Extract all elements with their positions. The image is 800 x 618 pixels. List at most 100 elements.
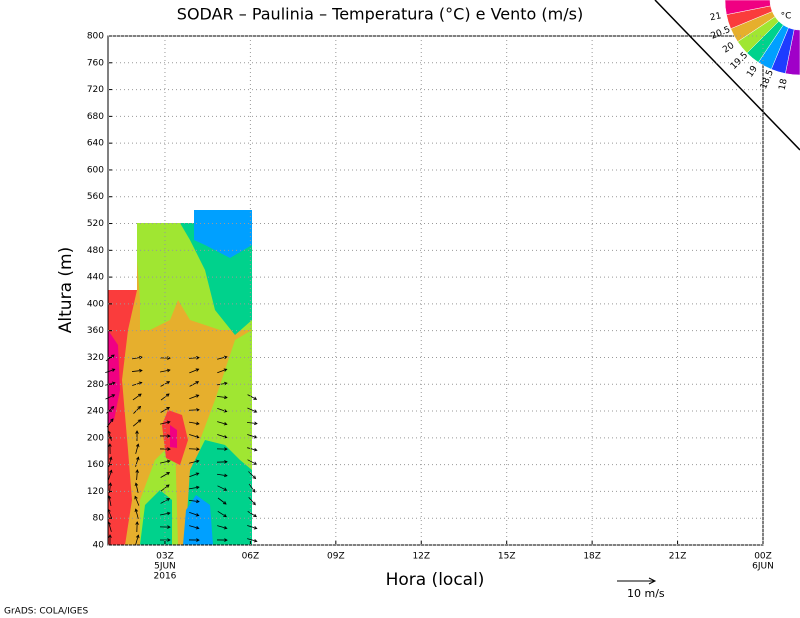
x-tick-label: 09Z (327, 552, 345, 562)
contour-band (140, 490, 172, 545)
wind-arrow-head (196, 408, 200, 412)
wind-arrow-head (111, 381, 116, 386)
wind-arrow (246, 421, 258, 425)
wind-arrow (134, 496, 140, 506)
wind-arrow-head (137, 405, 142, 410)
wind-scale-arrow (617, 577, 657, 585)
wind-arrow-head (223, 381, 228, 386)
wind-arrow-head (224, 447, 228, 451)
wind-arrow (160, 472, 170, 478)
wind-arrow (217, 368, 227, 374)
colorbar-label: 19 (745, 64, 760, 79)
wind-arrow (108, 457, 112, 467)
wind-arrow-head (253, 526, 258, 530)
wind-arrow-head (223, 409, 228, 413)
wind-arrow-head (166, 407, 171, 411)
wind-arrow-head (108, 482, 113, 486)
colorbar-unit: °C (781, 12, 792, 22)
wind-arrow-head (166, 472, 171, 476)
wind-arrow-head (253, 396, 258, 400)
wind-arrow-head (167, 447, 171, 451)
y-tick-label: 680 (87, 112, 104, 122)
x-tick-label: 06Z (242, 552, 260, 562)
y-tick-label: 760 (87, 58, 104, 68)
wind-arrow-head (135, 469, 139, 473)
wind-arrow-head (167, 525, 171, 529)
temperature-field (108, 210, 252, 545)
wind-arrow-head (224, 460, 228, 464)
credit: GrADS: COLA/IGES (4, 607, 88, 617)
wind-arrow (188, 409, 200, 411)
colorbar-segment (724, 0, 771, 15)
wind-arrow-head (108, 534, 112, 538)
wind-arrow (217, 510, 227, 518)
wind-arrow-head (252, 489, 256, 493)
y-tick-label: 40 (93, 541, 105, 551)
wind-arrow-head (109, 469, 113, 474)
wind-arrow (133, 406, 141, 414)
wind-arrow-head (166, 420, 171, 425)
wind-arrow-head (195, 381, 200, 385)
wind-arrow (189, 460, 199, 464)
wind-arrow (132, 393, 142, 401)
wind-arrow-head (195, 421, 200, 426)
y-tick-label: 160 (87, 460, 104, 470)
x-tick-label: 15Z (498, 552, 516, 562)
wind-arrow-head (254, 421, 258, 426)
wind-arrow-head (108, 443, 112, 447)
x-axis-label: Hora (local) (386, 570, 485, 590)
x-tick-label: 03Z (156, 552, 174, 562)
wind-arrow (108, 470, 112, 480)
wind-arrow (189, 394, 199, 400)
wind-arrow-head (110, 406, 115, 410)
wind-arrow (217, 382, 227, 386)
wind-arrow-head (135, 534, 140, 539)
wind-arrow-head (253, 513, 257, 518)
y-tick-label: 520 (87, 219, 104, 229)
wind-arrow (189, 486, 199, 490)
y-tick-label: 120 (87, 487, 104, 497)
wind-arrow (247, 394, 257, 400)
wind-arrow-head (134, 495, 138, 500)
x-date-label: 6JUN (752, 562, 774, 572)
wind-arrow (188, 499, 200, 503)
wind-arrow-head (167, 538, 171, 542)
wind-arrow-head (195, 526, 200, 530)
wind-arrow (160, 369, 170, 373)
wind-arrow-head (136, 456, 140, 461)
wind-arrow (135, 483, 139, 493)
wind-arrow (135, 509, 139, 519)
wind-arrow-head (253, 538, 258, 543)
wind-arrow-head (224, 395, 228, 400)
wind-arrow (135, 535, 139, 545)
wind-arrow (217, 356, 227, 360)
wind-arrow (247, 447, 257, 451)
wind-arrow-head (108, 456, 113, 461)
wind-arrow-head (166, 459, 171, 464)
y-tick-label: 800 (87, 32, 104, 42)
wind-arrow-head (135, 430, 139, 434)
wind-arrow (216, 473, 228, 477)
wind-arrow-head (111, 368, 116, 372)
wind-arrow (248, 471, 256, 479)
y-tick-label: 640 (87, 139, 104, 149)
contour-band (170, 425, 177, 448)
wind-arrow-head (195, 368, 200, 372)
wind-arrow-head (195, 513, 200, 517)
wind-arrow-head (222, 501, 227, 505)
y-tick-label: 480 (87, 246, 104, 256)
colorbar-label: 18 (778, 78, 790, 91)
wind-arrow-head (167, 434, 171, 438)
wind-arrow-head (253, 447, 258, 452)
wind-arrow (160, 460, 170, 464)
wind-arrow (132, 419, 142, 427)
wind-arrow (247, 434, 257, 438)
wind-arrow (217, 421, 227, 425)
y-tick-label: 600 (87, 165, 104, 175)
y-tick-label: 360 (87, 326, 104, 336)
y-tick-label: 80 (93, 514, 105, 524)
wind-arrow-head (135, 443, 140, 448)
wind-arrow (217, 497, 227, 505)
wind-arrow-head (166, 381, 171, 385)
wind-arrow-head (252, 475, 257, 480)
